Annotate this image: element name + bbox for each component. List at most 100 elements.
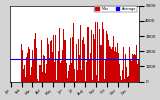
Bar (74, 69, 75, 82)
Bar (44, 56, 45, 82)
Bar (112, 75, 113, 82)
Bar (55, 35, 56, 82)
Bar (70, 38, 71, 82)
Bar (105, 60, 106, 82)
Bar (66, 63, 67, 82)
Bar (129, 47, 130, 82)
Bar (82, 40, 83, 82)
Bar (71, 63, 72, 82)
Bar (53, 62, 54, 82)
Bar (30, 75, 31, 82)
Bar (92, 80, 93, 82)
Bar (41, 40, 42, 82)
Bar (123, 54, 124, 82)
Bar (64, 40, 65, 82)
Bar (83, 37, 84, 82)
Bar (110, 47, 111, 82)
Bar (115, 47, 116, 82)
Bar (59, 58, 60, 82)
Bar (119, 64, 120, 82)
Bar (127, 77, 128, 82)
Bar (98, 28, 99, 82)
Bar (63, 29, 64, 82)
Bar (39, 54, 40, 82)
Bar (23, 69, 24, 82)
Bar (137, 56, 138, 82)
Bar (49, 58, 50, 82)
Bar (37, 79, 38, 82)
Bar (45, 72, 46, 82)
Bar (33, 59, 34, 82)
Bar (29, 49, 30, 82)
Bar (104, 80, 105, 82)
Bar (57, 60, 58, 82)
Bar (34, 39, 35, 82)
Bar (47, 38, 48, 82)
Bar (22, 50, 23, 82)
Bar (113, 36, 114, 82)
Bar (99, 29, 100, 82)
Bar (114, 51, 115, 82)
Bar (124, 79, 125, 82)
Bar (77, 70, 78, 82)
Bar (103, 29, 104, 82)
Bar (118, 53, 119, 82)
Bar (122, 70, 123, 82)
Bar (87, 27, 88, 82)
Bar (42, 72, 43, 82)
Bar (27, 53, 28, 82)
Bar (126, 67, 127, 82)
Bar (85, 81, 86, 82)
Bar (65, 40, 66, 82)
Bar (102, 22, 103, 82)
Bar (80, 25, 81, 82)
Legend: Max, Average: Max, Average (94, 6, 137, 12)
Bar (51, 40, 52, 82)
Bar (121, 80, 122, 82)
Bar (76, 44, 77, 82)
Bar (86, 62, 87, 82)
Bar (100, 45, 101, 82)
Bar (48, 44, 49, 82)
Bar (21, 44, 22, 82)
Bar (120, 76, 121, 82)
Bar (135, 55, 136, 82)
Bar (84, 44, 85, 82)
Bar (25, 77, 26, 82)
Bar (130, 59, 131, 82)
Bar (62, 50, 63, 82)
Bar (134, 54, 135, 82)
Bar (52, 52, 53, 82)
Bar (133, 55, 134, 82)
Bar (90, 53, 91, 82)
Bar (69, 65, 70, 82)
Bar (94, 39, 95, 82)
Bar (78, 39, 79, 82)
Bar (117, 43, 118, 82)
Bar (54, 62, 55, 82)
Bar (128, 76, 129, 82)
Bar (35, 33, 36, 82)
Bar (73, 23, 74, 82)
Bar (28, 80, 29, 82)
Bar (108, 40, 109, 82)
Bar (36, 48, 37, 82)
Bar (116, 52, 117, 82)
Bar (107, 34, 108, 82)
Bar (91, 39, 92, 82)
Bar (68, 71, 69, 82)
Bar (93, 34, 94, 82)
Bar (50, 41, 51, 82)
Bar (138, 59, 139, 82)
Bar (56, 80, 57, 82)
Bar (43, 55, 44, 82)
Bar (81, 70, 82, 82)
Bar (46, 64, 47, 82)
Bar (75, 81, 76, 82)
Bar (96, 75, 97, 82)
Bar (24, 65, 25, 82)
Bar (111, 53, 112, 82)
Bar (95, 22, 96, 82)
Bar (31, 67, 32, 82)
Bar (131, 61, 132, 82)
